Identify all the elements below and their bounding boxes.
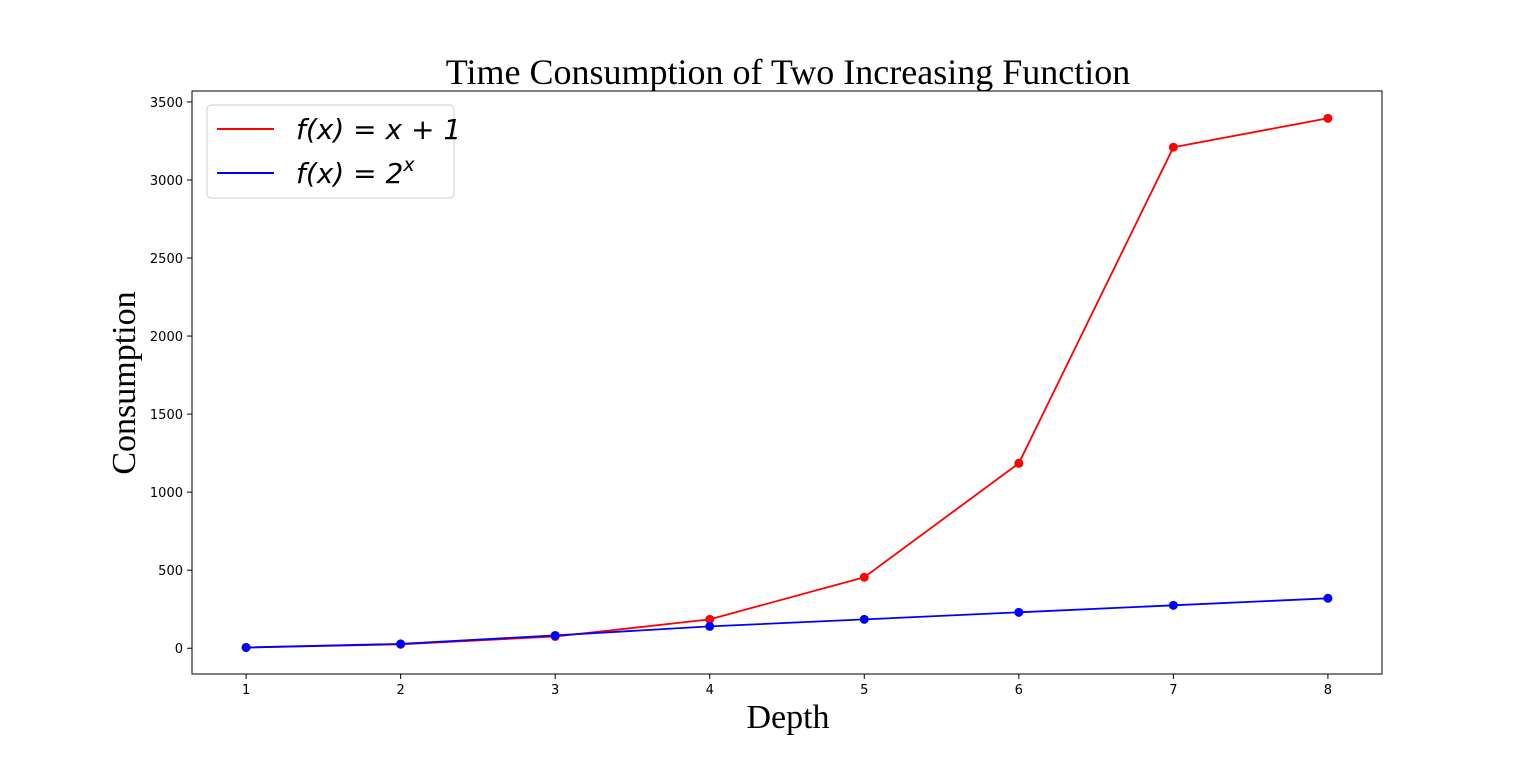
y-tick-label: 2000 bbox=[150, 330, 183, 345]
legend-label-2: f(x) = 2x bbox=[296, 154, 415, 190]
series-1-point bbox=[705, 614, 715, 624]
y-tick-label: 500 bbox=[158, 564, 183, 579]
x-tick-label: 8 bbox=[1324, 683, 1332, 698]
y-tick-label: 0 bbox=[175, 642, 183, 657]
series-2-point bbox=[1323, 593, 1333, 603]
series-1-point bbox=[1014, 458, 1024, 468]
y-tick-label: 3500 bbox=[150, 96, 183, 111]
series-1-point bbox=[1168, 142, 1178, 152]
x-tick-label: 2 bbox=[396, 683, 404, 698]
series-2-point bbox=[1014, 607, 1024, 617]
series-2-point bbox=[550, 630, 560, 640]
series-2-point bbox=[396, 639, 406, 649]
plot-frame bbox=[191, 90, 1383, 675]
legend-label-superscript: x bbox=[402, 154, 415, 176]
series-2-point bbox=[241, 642, 251, 652]
y-axis: 0 500 1000 1500 2000 2500 3000 3500 bbox=[150, 96, 192, 657]
y-tick-label: 2500 bbox=[150, 252, 183, 267]
x-axis-title: Depth bbox=[746, 699, 829, 736]
series-1-point bbox=[859, 572, 869, 582]
x-tick-label: 1 bbox=[242, 683, 250, 698]
series-2-point bbox=[705, 621, 715, 631]
x-tick-label: 6 bbox=[1015, 683, 1023, 698]
series-2-point bbox=[1168, 600, 1178, 610]
series-2-point bbox=[859, 614, 869, 624]
chart-title: Time Consumption of Two Increasing Funct… bbox=[446, 52, 1130, 92]
x-tick-label: 7 bbox=[1169, 683, 1177, 698]
legend-label-1: f(x) = x + 1 bbox=[296, 113, 461, 146]
series-line-2 bbox=[246, 597, 1328, 649]
x-axis: 1 2 3 4 5 6 7 8 bbox=[242, 674, 1332, 698]
legend-label-text: f(x) = 2 bbox=[296, 157, 403, 190]
y-tick-label: 3000 bbox=[150, 174, 183, 189]
series-1-point bbox=[1323, 113, 1333, 123]
y-tick-label: 1500 bbox=[150, 408, 183, 423]
legend-label-text: f(x) = x + 1 bbox=[296, 113, 461, 146]
x-tick-label: 4 bbox=[706, 683, 714, 698]
x-tick-label: 3 bbox=[551, 683, 559, 698]
x-tick-label: 5 bbox=[860, 683, 868, 698]
series-layer bbox=[241, 113, 1333, 652]
y-tick-label: 1000 bbox=[150, 486, 183, 501]
y-axis-title: Consumption bbox=[106, 291, 143, 474]
legend: f(x) = x + 1 f(x) = 2x bbox=[206, 104, 461, 199]
